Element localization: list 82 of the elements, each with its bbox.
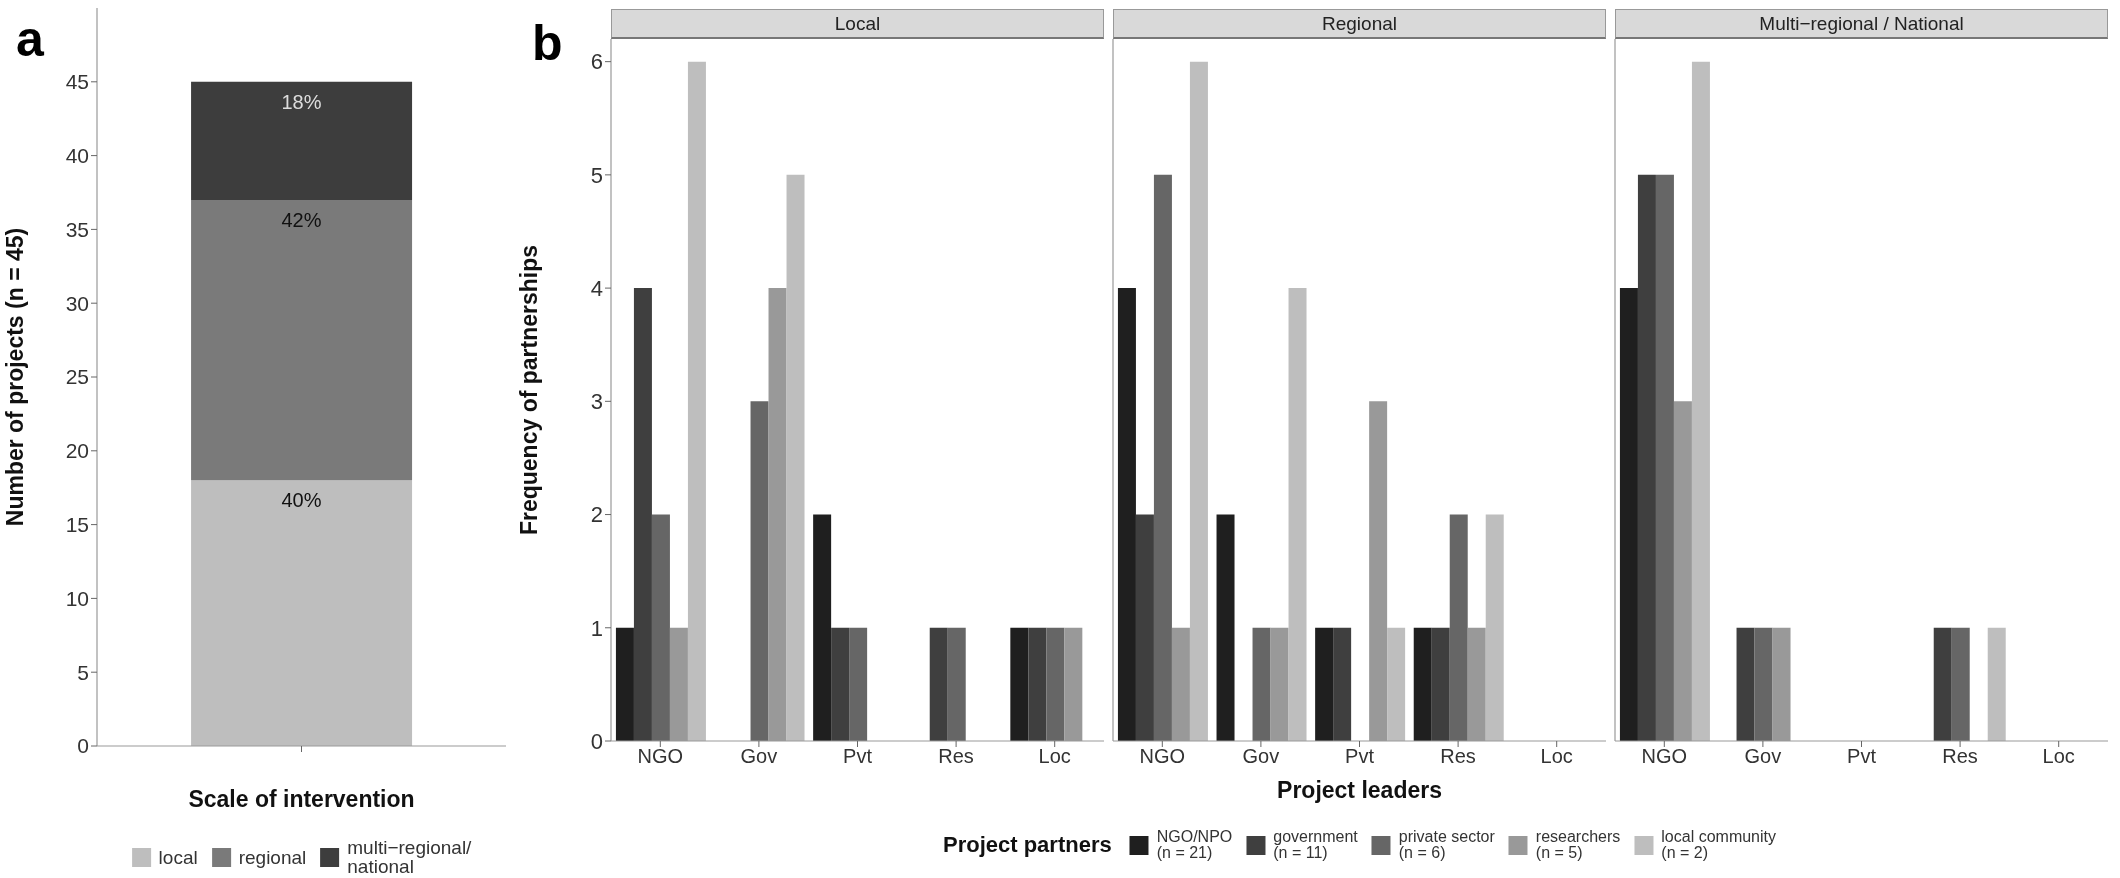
chart-title: Multi−regional / National [1615,9,2108,39]
bar [1933,627,1952,741]
bar [1216,514,1235,741]
annotation: 42% [281,208,322,231]
bar [191,81,413,200]
bar [1135,514,1154,741]
bar [1485,514,1504,741]
annotation: 18% [281,90,322,113]
y-tick-label: 1 [590,615,603,641]
x-tick-label: Loc [2042,745,2075,768]
bar [1413,627,1432,741]
bar [1691,61,1710,741]
bar [1736,627,1755,741]
y-tick-label: 45 [65,70,89,94]
bar [786,174,805,741]
y-tick-label: 0 [590,728,603,754]
y-tick-label: 25 [65,365,89,389]
legend-title: Project partners [942,832,1112,858]
x-tick-label: Res [1440,745,1476,768]
y-tick-label: 20 [65,439,89,463]
x-tick-label: Loc [1540,745,1573,768]
text: a [16,11,44,67]
bar [1189,61,1208,741]
y-tick-label: 3 [590,389,603,415]
bar [1117,288,1136,741]
y-tick-label: 0 [77,734,89,758]
x-tick-label: Res [1942,745,1978,768]
y-tick-label: 10 [65,586,89,610]
text: b [532,15,563,71]
bar [1387,627,1406,741]
y-axis-title: Number of projects (n = 45) [2,226,29,529]
x-tick-label: NGO [1139,745,1186,768]
bar [1010,627,1029,741]
bar [1288,288,1307,741]
x-axis-title: Project leaders [1277,777,1442,804]
bar [1315,627,1334,741]
x-axis-title: Scale of intervention [188,786,415,813]
bar [1987,627,2006,741]
y-axis-title: Frequency of partnerships [516,243,543,538]
chart-title: Regional [1113,9,1606,39]
x-tick-label: NGO [1641,745,1688,768]
legend-label: private sector (n = 6) [1398,828,1495,861]
x-tick-label: Loc [1038,745,1071,768]
x-tick-label: Pvt [843,745,873,768]
x-tick-label: Pvt [1345,745,1375,768]
legend-label: researchers (n = 5) [1535,828,1621,861]
chart-title: Local [611,9,1104,39]
y-tick-label: 30 [65,291,89,315]
y-tick-label: 15 [65,513,89,537]
bar [191,199,413,481]
legend-label: regional [238,846,307,868]
x-tick-label: NGO [637,745,684,768]
y-tick-label: 6 [590,49,603,75]
x-tick-label: Res [938,745,974,768]
bar [191,480,413,746]
bar [1619,288,1638,741]
legend-label: local community (n = 2) [1661,828,1777,861]
y-tick-label: 40 [65,144,89,168]
x-tick-label: Gov [740,745,778,768]
y-tick-label: 4 [590,275,603,301]
bar [615,627,634,741]
y-tick-label: 5 [77,660,89,684]
legend-label: NGO/NPO (n = 21) [1156,828,1233,861]
bar [687,61,706,741]
x-tick-label: Gov [1242,745,1280,768]
bar [1333,627,1352,741]
legend-label: multi−regional/ national [347,837,472,877]
y-tick-label: 2 [590,502,603,528]
bar [1431,627,1450,741]
bar [813,514,832,741]
bar [831,627,850,741]
bar [1637,174,1656,741]
legend-label: government (n = 11) [1273,828,1358,861]
legend-label: local [158,846,198,868]
bar [1028,627,1047,741]
x-tick-label: Gov [1744,745,1782,768]
bar [929,627,948,741]
annotation: 40% [281,489,322,512]
bar [633,288,652,741]
x-tick-label: Pvt [1847,745,1877,768]
y-tick-label: 5 [590,162,603,188]
y-tick-label: 35 [65,217,89,241]
